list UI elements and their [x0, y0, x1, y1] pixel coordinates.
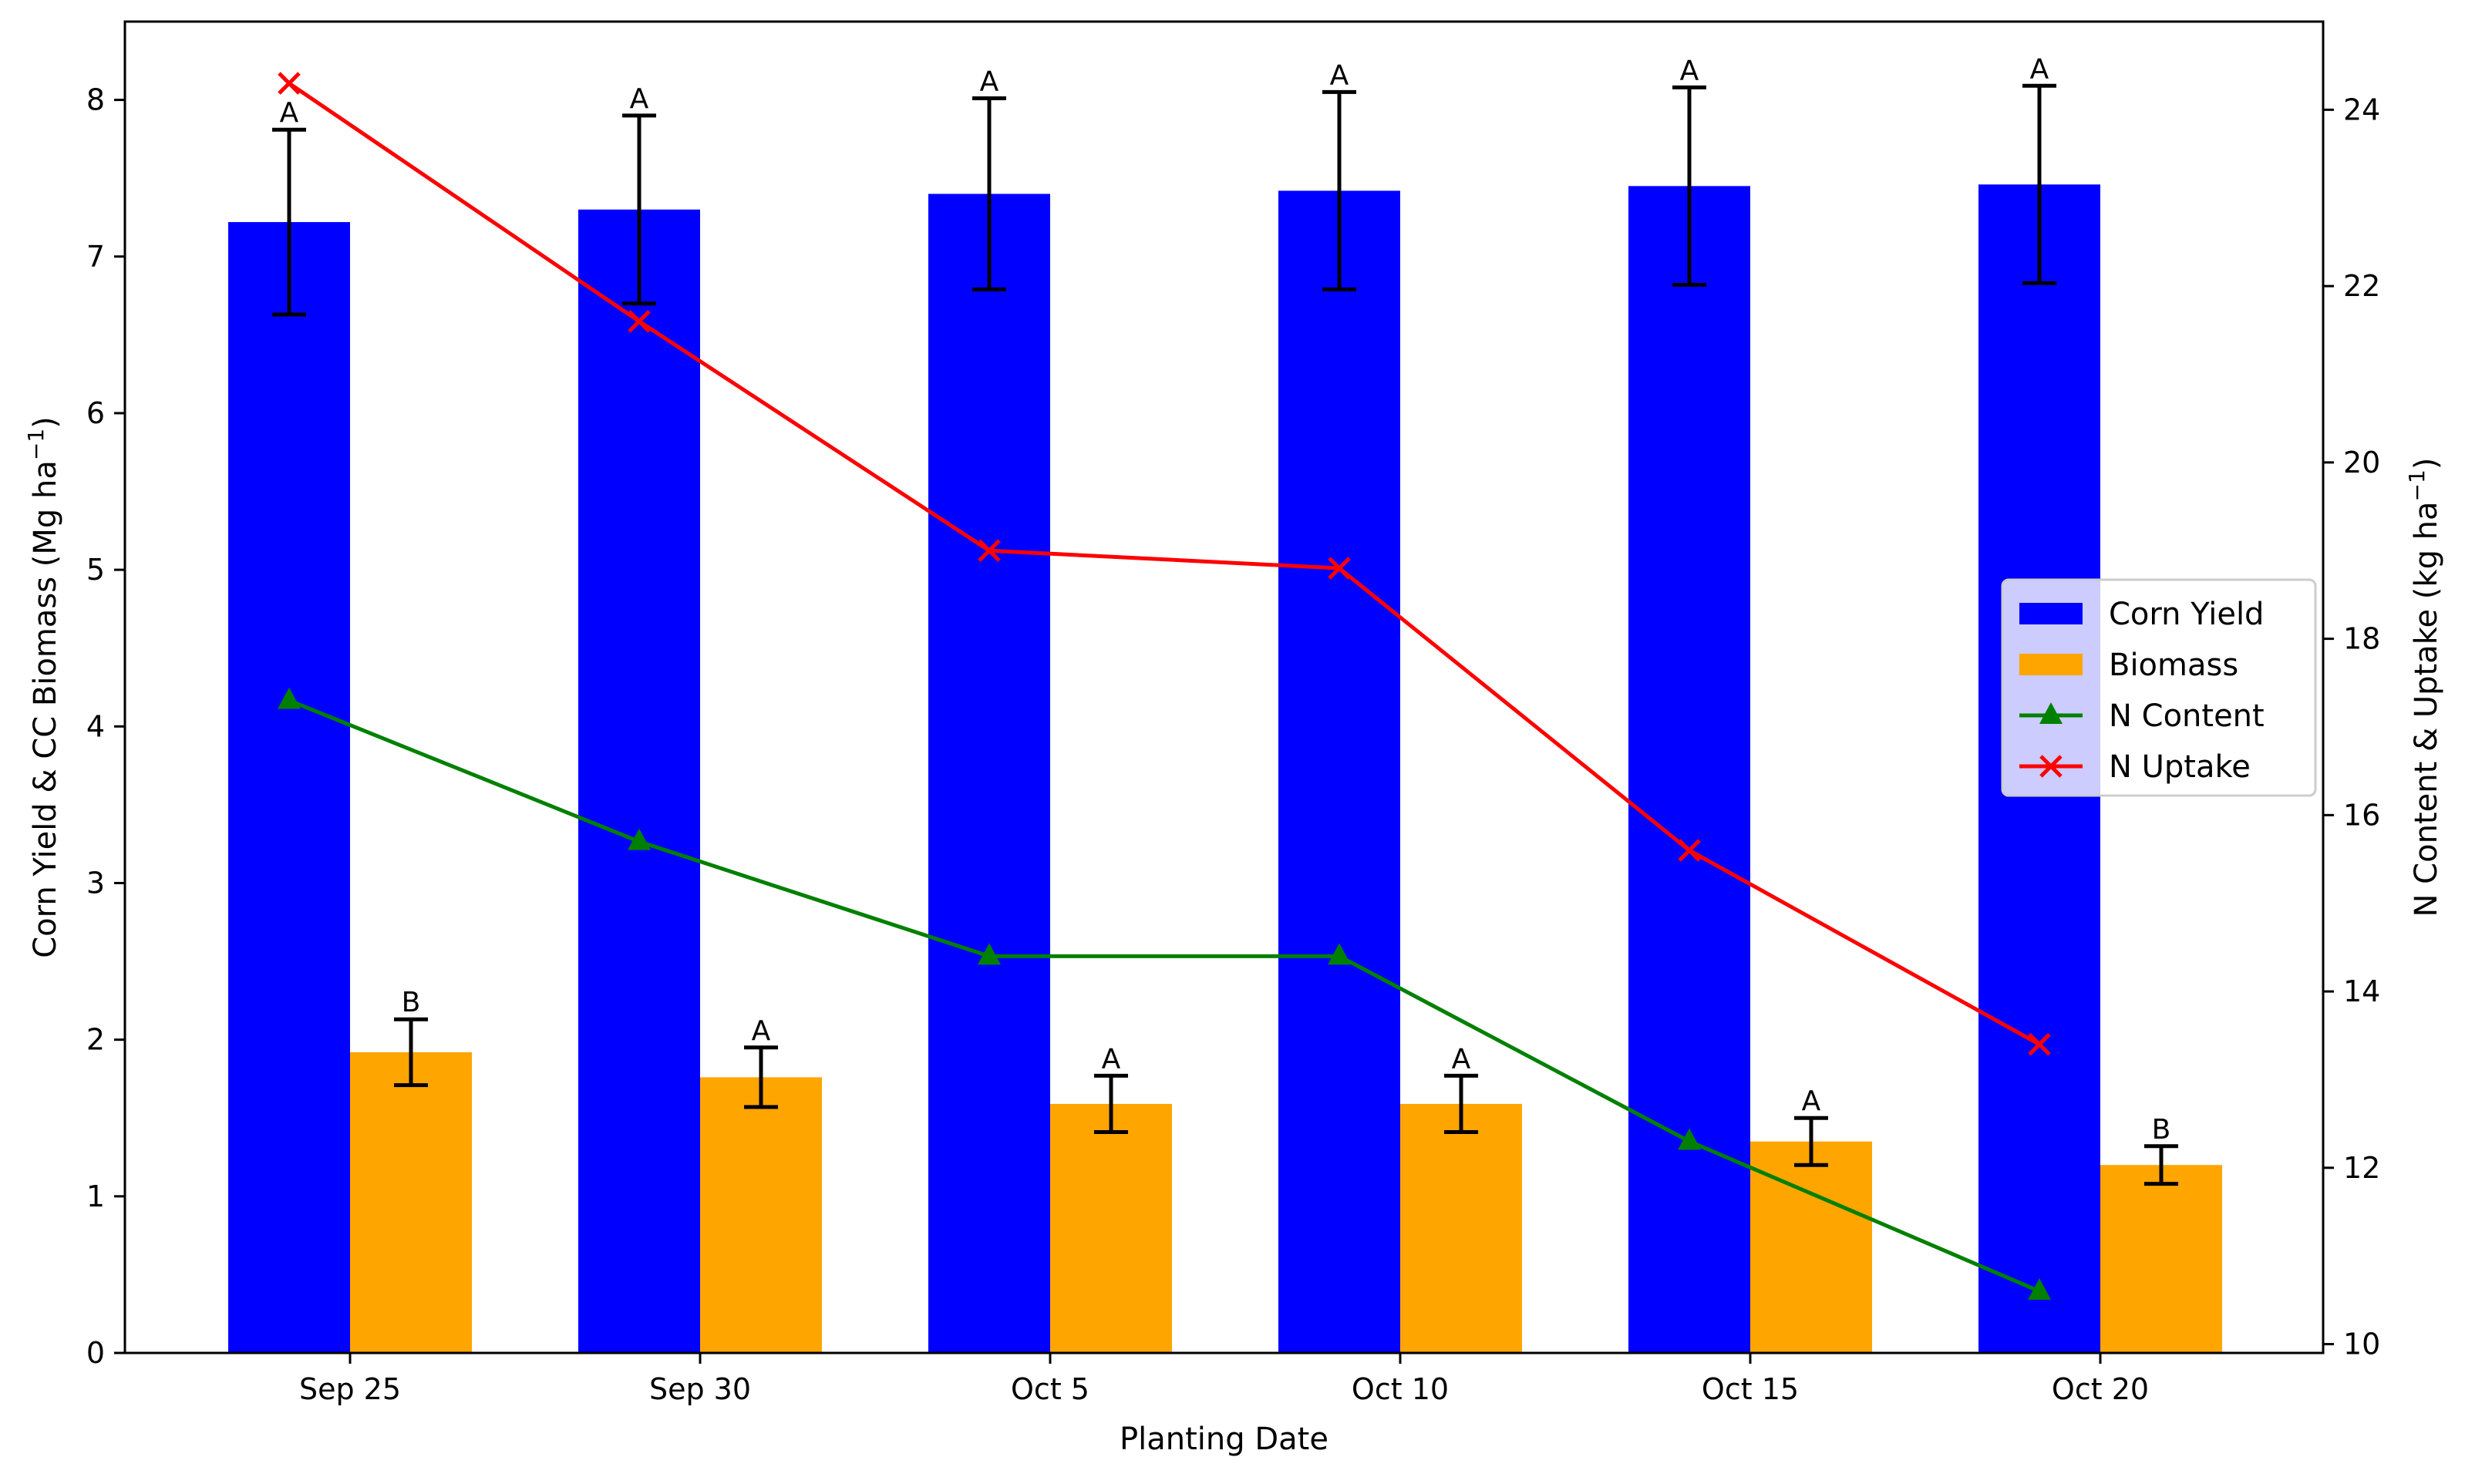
- marker-triangle: [978, 943, 1001, 965]
- marker-triangle: [2028, 1277, 2051, 1300]
- bar-biomass-2: [1050, 1103, 1172, 1353]
- bar-biomass-3: [1400, 1103, 1522, 1353]
- line-n-content: [288, 698, 2040, 1294]
- significance-letter: A: [1680, 55, 1699, 86]
- x-tick-label: Oct 20: [2052, 1372, 2149, 1406]
- y-right-tick-label: 12: [2343, 1151, 2380, 1185]
- bar-corn-yield-1: [578, 209, 700, 1353]
- y-left-tick-label: 7: [86, 240, 105, 274]
- marker-x: [628, 310, 651, 333]
- y-right-tick-label: 20: [2343, 446, 2380, 480]
- y-left-tick-label: 0: [86, 1336, 105, 1370]
- y-left-tick-label: 4: [86, 709, 105, 743]
- marker-triangle: [628, 828, 651, 850]
- marker-x: [278, 72, 301, 95]
- legend-label: N Content: [2109, 698, 2265, 734]
- y-right-tick-label: 16: [2343, 798, 2380, 832]
- x-tick-label: Sep 25: [299, 1372, 401, 1406]
- error-bars-layer: [272, 83, 2178, 1186]
- significance-letter: A: [1452, 1043, 1471, 1075]
- lines-layer: [278, 72, 2051, 1300]
- legend-swatch-bar: [2019, 603, 2083, 624]
- y-left-tick-label: 1: [86, 1179, 105, 1213]
- line-n-uptake: [288, 81, 2041, 1046]
- bar-corn-yield-3: [1278, 190, 1400, 1354]
- significance-letter: A: [2030, 53, 2049, 85]
- legend-marker-triangle: [2039, 702, 2063, 724]
- marker-x-stroke: [978, 539, 1001, 562]
- x-tick-label: Oct 5: [1011, 1372, 1089, 1406]
- legend-marker-x-stroke: [2039, 755, 2063, 778]
- x-axis-title: Planting Date: [1120, 1422, 1328, 1457]
- marker-x: [978, 539, 1001, 562]
- bars-layer: [228, 184, 2222, 1354]
- significance-letter: A: [752, 1015, 771, 1047]
- significance-letter: B: [2152, 1114, 2171, 1146]
- legend-label: Corn Yield: [2109, 597, 2264, 632]
- y-left-tick-label: 8: [86, 83, 105, 117]
- legend-label: Biomass: [2109, 648, 2238, 683]
- significance-letter: A: [1802, 1085, 1821, 1117]
- bar-corn-yield-2: [928, 193, 1050, 1353]
- legend-swatch-bar: [2019, 654, 2083, 675]
- y-right-axis-title: N Content & Uptake (kg ha−1): [2404, 458, 2444, 917]
- significance-letter: B: [402, 987, 421, 1018]
- y-left-tick-label: 6: [86, 396, 105, 430]
- y-right-tick-label: 10: [2343, 1328, 2380, 1361]
- marker-x-stroke: [628, 310, 651, 333]
- bar-corn-yield-4: [1628, 186, 1750, 1353]
- significance-letter: A: [980, 66, 999, 98]
- significance-letter: A: [630, 83, 649, 115]
- y-left-tick-label: 2: [86, 1023, 105, 1057]
- legend-box: [2001, 578, 2317, 797]
- significance-letter: A: [1330, 59, 1349, 91]
- y-right-tick-label: 14: [2343, 974, 2380, 1008]
- marker-x: [1328, 557, 1351, 580]
- y-left-tick-label: 3: [86, 866, 105, 900]
- marker-x-stroke: [1328, 557, 1351, 580]
- marker-triangle: [1678, 1128, 1701, 1150]
- plot-frame: [123, 20, 2325, 1354]
- legend: Corn Yield Biomass N Content N Uptake: [2001, 578, 2317, 797]
- y-right-tick-label: 24: [2343, 93, 2380, 126]
- y-right-tick-label: 18: [2343, 622, 2380, 656]
- marker-x-stroke: [278, 72, 301, 95]
- bar-biomass-0: [350, 1052, 472, 1353]
- significance-letters-layer: A A A A A A B A A A A B: [280, 53, 2171, 1146]
- marker-x: [1678, 839, 1701, 862]
- y-right-tick-label: 22: [2343, 269, 2380, 303]
- marker-x-stroke: [2028, 1032, 2051, 1056]
- marker-x-stroke: [1678, 839, 1701, 862]
- y-left-tick-label: 5: [86, 553, 105, 587]
- x-tick-label: Oct 15: [1702, 1372, 1799, 1406]
- y-left-axis-title: Corn Yield & CC Biomass (Mg ha−1): [23, 416, 63, 958]
- marker-x: [2028, 1032, 2051, 1056]
- marker-triangle: [1328, 943, 1351, 965]
- x-tick-label: Sep 30: [649, 1372, 751, 1406]
- significance-letter: A: [1102, 1043, 1121, 1075]
- marker-triangle: [278, 687, 301, 709]
- legend-label: N Uptake: [2109, 749, 2251, 785]
- bar-corn-yield-0: [228, 222, 350, 1353]
- bar-biomass-5: [2100, 1165, 2222, 1353]
- bar-biomass-1: [700, 1077, 822, 1353]
- significance-letter: A: [280, 97, 299, 129]
- x-tick-label: Oct 10: [1352, 1372, 1449, 1406]
